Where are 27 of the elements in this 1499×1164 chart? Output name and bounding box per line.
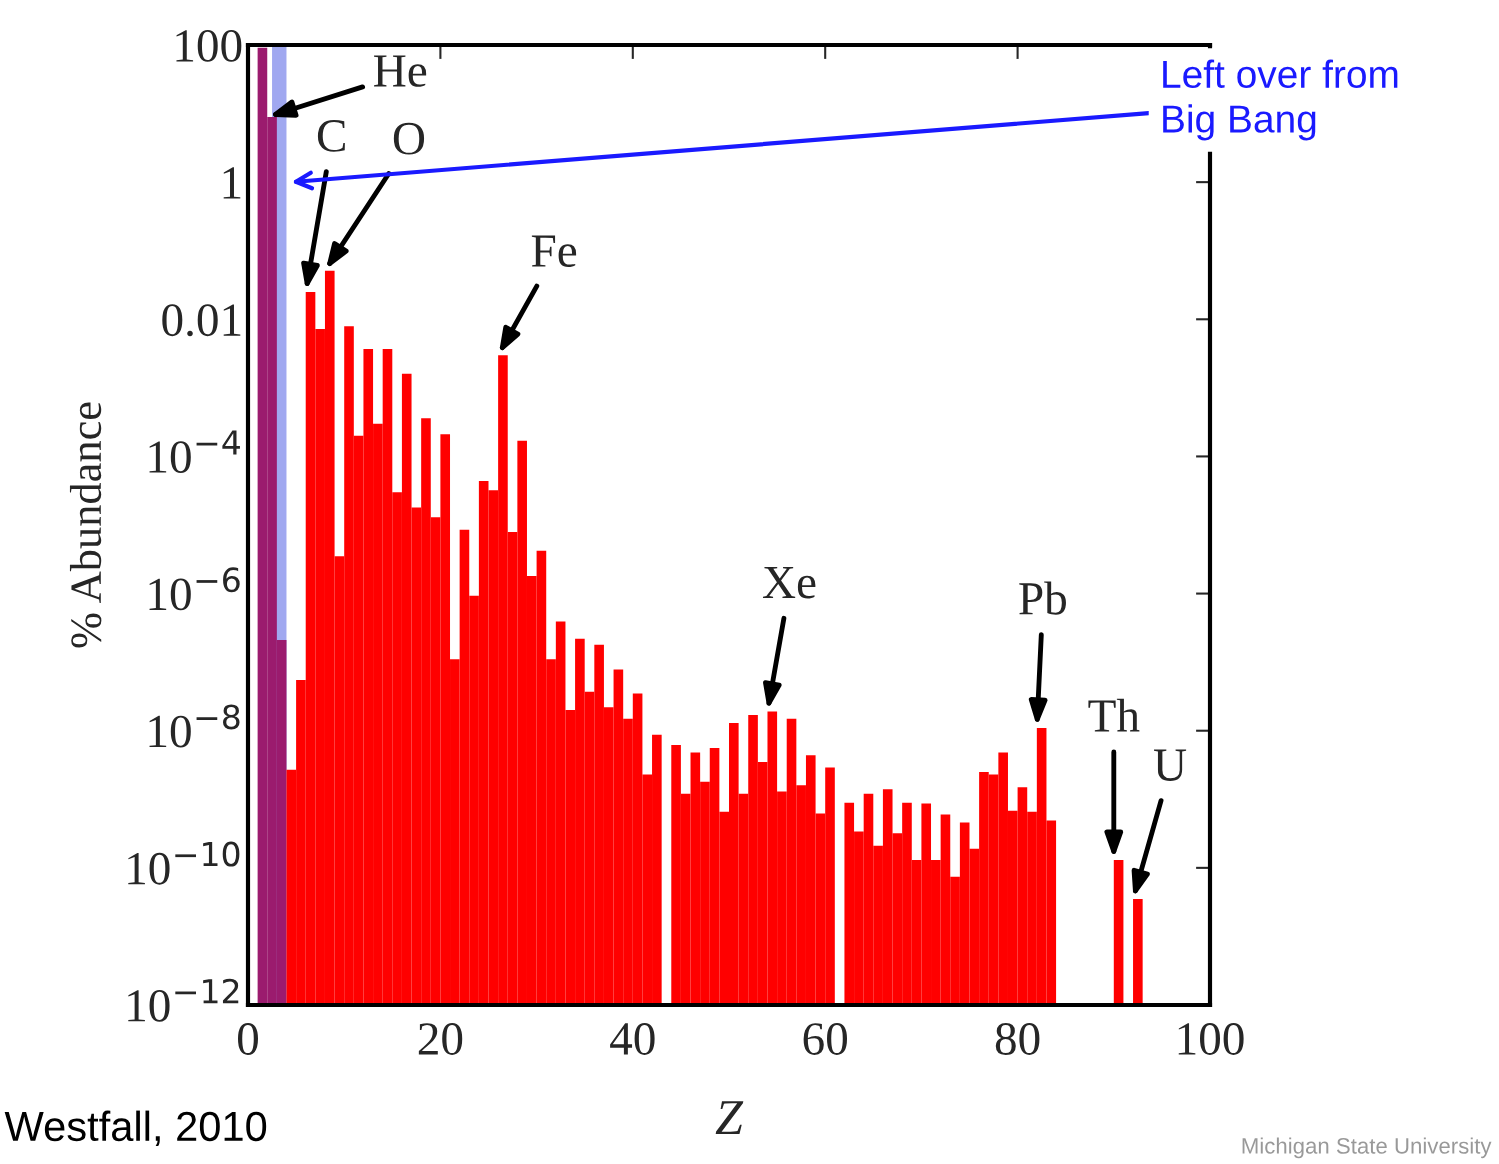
x-tick-label: 40 bbox=[610, 1023, 655, 1055]
y-tick-label: 1 bbox=[223, 167, 241, 199]
x-tick-label: 80 bbox=[995, 1023, 1040, 1055]
y-tick-label: 10$^{−12}$ bbox=[128, 978, 239, 1022]
annotation: C bbox=[317, 120, 345, 152]
x-tick-label: 0 bbox=[237, 1023, 259, 1055]
annotation: Left over from Big Bang bbox=[1163, 59, 1398, 141]
y-tick-label: 10$^{−8}$ bbox=[149, 704, 240, 748]
x-tick-label: 20 bbox=[418, 1023, 463, 1055]
y-tick-label: 10$^{−4}$ bbox=[149, 430, 240, 474]
y-axis-title: % Abundance bbox=[69, 402, 102, 648]
text: Michigan State University bbox=[1242, 1137, 1492, 1159]
y-tick-label: 10$^{−6}$ bbox=[149, 567, 240, 611]
annotation: Xe bbox=[762, 567, 816, 599]
annotation: Th bbox=[1088, 698, 1140, 732]
annotation: O bbox=[393, 122, 425, 155]
y-tick-label: 10$^{−10}$ bbox=[128, 841, 240, 885]
x-tick-label: 100 bbox=[1178, 1023, 1244, 1055]
annotation: Pb bbox=[1019, 581, 1066, 615]
y-tick-label: 100 bbox=[176, 29, 242, 62]
annotation: U bbox=[1153, 749, 1187, 781]
text: Westfall, 2010 bbox=[4, 1110, 267, 1147]
x-tick-label: 60 bbox=[803, 1023, 848, 1055]
y-tick-label: 0.01 bbox=[162, 304, 241, 337]
annotation: He bbox=[374, 55, 427, 87]
x-axis-title: Z bbox=[715, 1101, 744, 1134]
annotation: Fe bbox=[531, 235, 577, 267]
